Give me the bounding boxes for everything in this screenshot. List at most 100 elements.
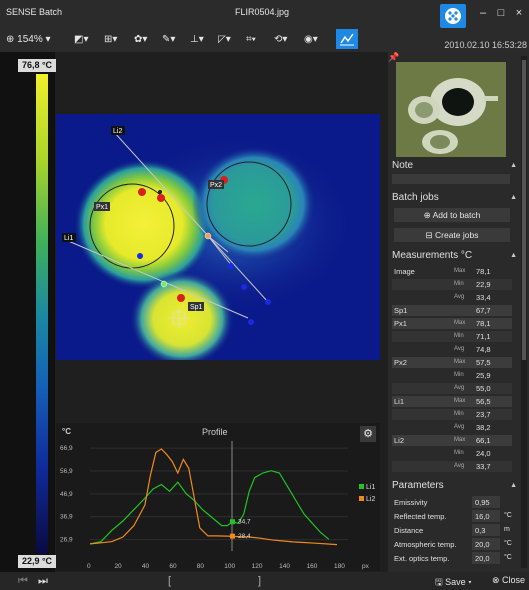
measurement-row[interactable]: Min 23,7 [392,409,512,420]
measurement-value: 74,8 [476,345,491,354]
view-tool-icon[interactable]: ◉▾ [304,34,318,45]
profile-chart-button[interactable] [336,29,358,49]
right-panel-scrollbar[interactable] [521,56,527,568]
timeline-end-bracket-icon[interactable]: ] [258,575,262,587]
next-image-icon[interactable]: ⏭ [38,575,48,587]
measurement-row[interactable]: Avg 33,4 [392,292,512,303]
series-line-li1[interactable] [89,470,330,545]
color-scale-bar[interactable] [36,74,48,554]
batch-jobs-header[interactable]: Batch jobs [392,192,439,203]
draw-tool-icon[interactable]: ✎▾ [162,34,176,45]
measurement-row[interactable]: Min 71,1 [392,331,512,342]
parameter-input[interactable] [472,552,500,564]
measurement-row[interactable]: Min 25,9 [392,370,512,381]
thermal-image[interactable]: Li2 Li1 Px1 Px2 Sp1 [56,114,380,360]
collapse-caret-icon[interactable]: ▲ [510,162,517,169]
measurement-stat: Avg [454,424,465,430]
measurement-row[interactable]: Avg 33,7 [392,461,512,472]
measurement-name: Image [394,267,415,276]
color-palette-icon[interactable]: ✿▾ [134,34,148,45]
parameter-name: Emissivity [394,498,428,507]
profile-title: Profile [202,427,228,437]
x-tick-label: 20 [114,563,122,570]
scrollbar-thumb[interactable] [522,60,526,360]
measurement-value: 25,9 [476,371,491,380]
hotspot-marker [157,194,165,202]
measurement-row[interactable]: Sp1 67,7 [392,305,512,316]
add-to-batch-button[interactable]: ⊕ Add to batch [394,208,510,222]
li2-line[interactable] [113,131,269,303]
first-image-icon[interactable]: ⏮ [18,575,28,587]
measurement-stat: Avg [454,346,465,352]
profile-panel: °C Profile ⚙ 66,9 56,9 46,9 36,9 26,9 0 20 40 6… [56,423,380,571]
parameters-header[interactable]: Parameters [392,480,444,491]
measurement-row[interactable]: Li2 Max 66,1 [392,435,512,446]
measurement-row[interactable]: Min 22,9 [392,279,512,290]
measurement-value: 38,2 [476,423,491,432]
measurement-row[interactable]: Image Max 78,1 [392,266,512,277]
note-field[interactable] [392,174,510,184]
measurement-value: 56,5 [476,397,491,406]
image-mode-icon[interactable]: ◩▾ [74,34,89,45]
rotate-tool-icon[interactable]: ◸▾ [218,34,231,45]
measurement-value: 67,7 [476,306,491,315]
y-tick-label: 66,9 [60,445,73,452]
px2-circle[interactable] [206,161,292,247]
create-jobs-button[interactable]: ⊟ Create jobs [394,228,510,242]
palette-tool-icon[interactable]: ⊞▾ [104,34,118,45]
scale-min-value[interactable]: 22,9 °C [18,555,56,568]
minimize-button[interactable]: – [479,7,487,19]
measurement-row[interactable]: Px1 Max 78,1 [392,318,512,329]
thermal-image-canvas[interactable]: Li2 Li1 Px1 Px2 Sp1 [56,114,380,360]
cursor-value-li1: 34,7 [238,519,251,526]
collapse-caret-icon[interactable]: ▲ [510,482,517,489]
profile-settings-button[interactable]: ⚙ [360,426,376,442]
measurements-header[interactable]: Measurements °C [392,250,473,261]
measurement-row[interactable]: Min 24,0 [392,448,512,459]
flir-logo-icon [440,4,466,28]
scale-max-value[interactable]: 76,8 °C [18,59,56,72]
measurement-row[interactable]: Avg 38,2 [392,422,512,433]
li1-line[interactable] [65,239,249,319]
collapse-caret-icon[interactable]: ▲ [510,194,517,201]
measurement-row[interactable]: Avg 74,8 [392,344,512,355]
measurement-stat: Min [454,281,464,287]
y-tick-label: 26,9 [60,537,73,544]
note-header[interactable]: Note [392,160,414,171]
measurement-name: Px1 [394,319,407,328]
measurement-value: 66,1 [476,436,491,445]
crop-tool-icon[interactable]: ⌗▾ [246,34,256,45]
li2-label: Li2 [113,128,122,135]
measurement-row[interactable]: Li1 Max 56,5 [392,396,512,407]
parameter-unit: m [504,526,510,533]
close-window-button[interactable]: × [515,7,523,19]
parameter-input[interactable] [472,538,500,550]
series-line-li2[interactable] [89,448,338,546]
maximize-button[interactable]: □ [497,7,505,19]
measurement-value: 24,0 [476,449,491,458]
hotspot-marker [138,188,146,196]
timeline-start-bracket-icon[interactable]: [ [168,575,172,587]
parameter-input[interactable] [472,510,500,522]
x-tick-label: 40 [142,563,150,570]
app-title: SENSE Batch [6,7,63,17]
measurement-row[interactable]: Px2 Max 57,5 [392,357,512,368]
measurement-name: Px2 [394,358,407,367]
parameter-input[interactable] [472,524,500,536]
save-button[interactable]: 🖫 Save ▾ [435,577,472,587]
close-button[interactable]: ⊗ Close [492,575,526,585]
parameter-row: Atmospheric temp. 20,0 °C [392,538,520,550]
measurement-row[interactable]: Avg 55,0 [392,383,512,394]
visual-photo-thumbnail[interactable] [396,62,506,157]
parameter-input[interactable] [472,496,500,508]
jobs-icon: ⊟ [425,230,435,240]
measure-tool-icon[interactable]: ⊥▾ [190,34,204,45]
right-panel: 📌 Note ▲ Batch jobs ▲ ⊕ Add to batch ⊟ C… [388,52,529,572]
x-tick-label: 0 [87,563,91,570]
pin-icon[interactable]: 📌 [388,52,400,62]
zoom-button[interactable]: ⊕ 154% ▾ [6,34,51,45]
collapse-caret-icon[interactable]: ▲ [510,252,517,259]
profile-chart[interactable]: 66,9 56,9 46,9 36,9 26,9 0 20 40 60 80 100 120 140 1… [56,423,380,571]
refresh-tool-icon[interactable]: ⟲▾ [274,34,288,45]
parameter-unit: °C [504,540,512,547]
